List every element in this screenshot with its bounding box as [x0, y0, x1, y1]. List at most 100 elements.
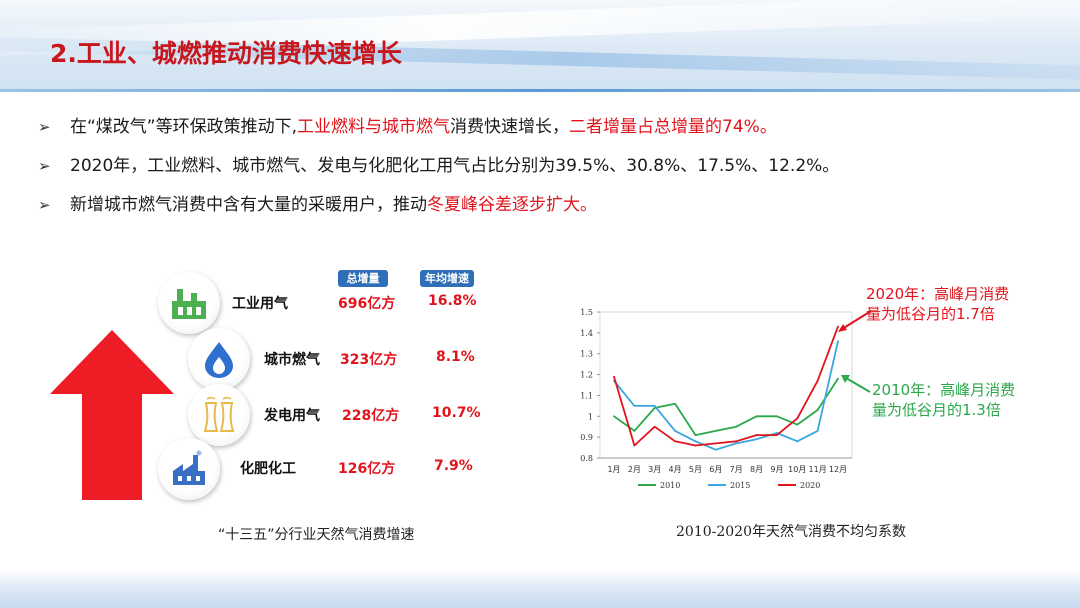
sector-total: 228亿方 [342, 408, 400, 424]
chart-caption: 2010-2020年天然气消费不均匀系数 [676, 524, 906, 540]
series-point-2015 [796, 440, 799, 443]
power-gas-icon-circle [188, 384, 250, 446]
bullet-item: ➢ 2020年，工业燃料、城市燃气、发电与化肥化工用气占比分别为39.5%、30.… [38, 151, 1068, 190]
sector-total: 696亿方 [338, 296, 396, 312]
series-point-2010 [755, 415, 758, 418]
banner-underline [0, 89, 1080, 92]
bullet-arrow-icon: ➢ [38, 118, 51, 136]
bullet-item: ➢ 在“煤改气”等环保政策推动下,工业燃料与城市燃气消费快速增长，二者增量占总增量… [38, 112, 1068, 151]
annotation-2010-pointer [841, 375, 871, 393]
y-tick-label: 0.8 [580, 454, 593, 463]
annotation-2010-line2: 量为低谷月的1.3倍 [872, 401, 1001, 419]
bullet-list: ➢ 在“煤改气”等环保政策推动下,工业燃料与城市燃气消费快速增长，二者增量占总增量… [38, 112, 1068, 229]
series-point-2020 [816, 379, 819, 382]
x-tick-label: 9月 [770, 465, 783, 474]
sector-rate: 16.8% [428, 293, 477, 309]
header-total-increase: 总增量 [338, 270, 388, 287]
series-point-2010 [796, 423, 799, 426]
x-tick-label: 11月 [809, 465, 827, 474]
city-gas-icon-circle [188, 328, 250, 390]
x-tick-label: 4月 [669, 465, 682, 474]
series-point-2020 [613, 375, 615, 378]
series-point-2020 [796, 417, 799, 420]
series-point-2010 [735, 425, 738, 428]
sector-rate: 7.9% [434, 458, 473, 474]
series-line-2010 [613, 378, 839, 437]
x-tick-label: 7月 [730, 465, 743, 474]
series-point-2015 [694, 440, 697, 443]
series-point-2020 [653, 425, 656, 428]
series-point-2020 [674, 440, 676, 443]
bullet-text: 2020年，工业燃料、城市燃气、发电与化肥化工用气占比分别为39.5%、30.8… [70, 156, 840, 176]
sector-total: 323亿方 [340, 352, 398, 368]
annotation-2020-line1: 2020年：高峰月消费 [866, 285, 1010, 303]
factory-icon [172, 289, 206, 319]
series-point-2020 [776, 434, 778, 436]
left-panel-caption: “十三五”分行业天然气消费增速 [218, 527, 415, 543]
legend-label-2010: 2010 [660, 481, 680, 490]
chemical-plant-icon [173, 450, 205, 485]
footer-band [0, 570, 1080, 608]
x-tick-label: 5月 [689, 465, 702, 474]
page-title: 2.工业、城燃推动消费快速增长 [50, 39, 402, 68]
series-point-2015 [837, 340, 839, 343]
up-arrow-icon [50, 330, 174, 500]
series-point-2015 [735, 442, 738, 445]
x-tick-label: 6月 [709, 465, 722, 474]
annotation-2010: 2010年：高峰月消费 量为低谷月的1.3倍 [872, 380, 1015, 420]
series-point-2015 [674, 429, 676, 432]
title-banner [0, 0, 1080, 92]
x-tick-label: 12月 [829, 465, 847, 474]
y-tick-label: 1.5 [580, 308, 593, 317]
gas-flame-icon [205, 342, 233, 378]
series-point-2015 [653, 404, 656, 407]
annotation-2020: 2020年：高峰月消费 量为低谷月的1.7倍 [866, 284, 1009, 324]
y-tick-label: 1.3 [580, 350, 593, 359]
chemical-gas-icon-circle [158, 438, 220, 500]
series-point-2015 [776, 432, 778, 434]
industrial-gas-icon-circle [158, 272, 220, 334]
series-line-2020 [613, 326, 839, 447]
bullet-arrow-icon: ➢ [38, 196, 51, 214]
x-tick-label: 8月 [750, 465, 763, 474]
bullet-text: 新增城市燃气消费中含有大量的采暖用户，推动 [70, 195, 427, 215]
sector-rate: 8.1% [436, 349, 475, 365]
series-point-2010 [633, 429, 636, 432]
sector-name: 工业用气 [232, 296, 288, 312]
x-tick-label: 10月 [788, 465, 806, 474]
series-point-2010 [613, 415, 615, 418]
y-tick-label: 1.4 [580, 329, 593, 338]
plot-frame [599, 311, 853, 459]
series-point-2010 [776, 415, 778, 418]
series-point-2010 [714, 429, 717, 432]
bullet-text: 在“煤改气”等环保政策推动下, [70, 117, 298, 137]
sector-name: 发电用气 [264, 408, 320, 424]
series-point-2010 [674, 402, 676, 405]
y-tick-label: 1.2 [580, 371, 593, 380]
highlighted-text: 二者增量占总增量的74%。 [569, 117, 777, 137]
series-point-2010 [816, 409, 819, 411]
sector-name: 城市燃气 [264, 352, 320, 368]
y-tick-label: 0.9 [580, 433, 593, 442]
bullet-text: 消费快速增长， [450, 117, 570, 137]
sector-rate: 10.7% [432, 405, 481, 421]
y-tick-label: 1 [588, 412, 593, 421]
annotation-2010-line1: 2010年：高峰月消费 [872, 381, 1016, 399]
bullet-arrow-icon: ➢ [38, 157, 51, 175]
series-point-2010 [837, 377, 839, 380]
legend-label-2015: 2015 [730, 481, 750, 490]
series-point-2020 [755, 434, 758, 436]
header-annual-growth: 年均增速 [420, 270, 474, 287]
series-point-2015 [755, 438, 758, 441]
bullet-item: ➢ 新增城市燃气消费中含有大量的采暖用户，推动冬夏峰谷差逐步扩大。 [38, 190, 1068, 229]
series-point-2020 [633, 444, 636, 447]
series-line-2015 [613, 341, 839, 451]
x-tick-label: 3月 [648, 465, 661, 474]
series-point-2020 [735, 440, 738, 443]
series-point-2015 [714, 448, 717, 451]
legend-label-2020: 2020 [800, 481, 820, 490]
series-point-2010 [694, 434, 697, 436]
series-point-2020 [837, 325, 839, 328]
sector-total: 126亿方 [338, 461, 396, 477]
unevenness-line-chart: 0.8 0.9 1 1.1 1.2 1.3 1.4 1.5 1月 2月 3月 4月 5月 6月 7月 8月 9月… [580, 308, 853, 490]
